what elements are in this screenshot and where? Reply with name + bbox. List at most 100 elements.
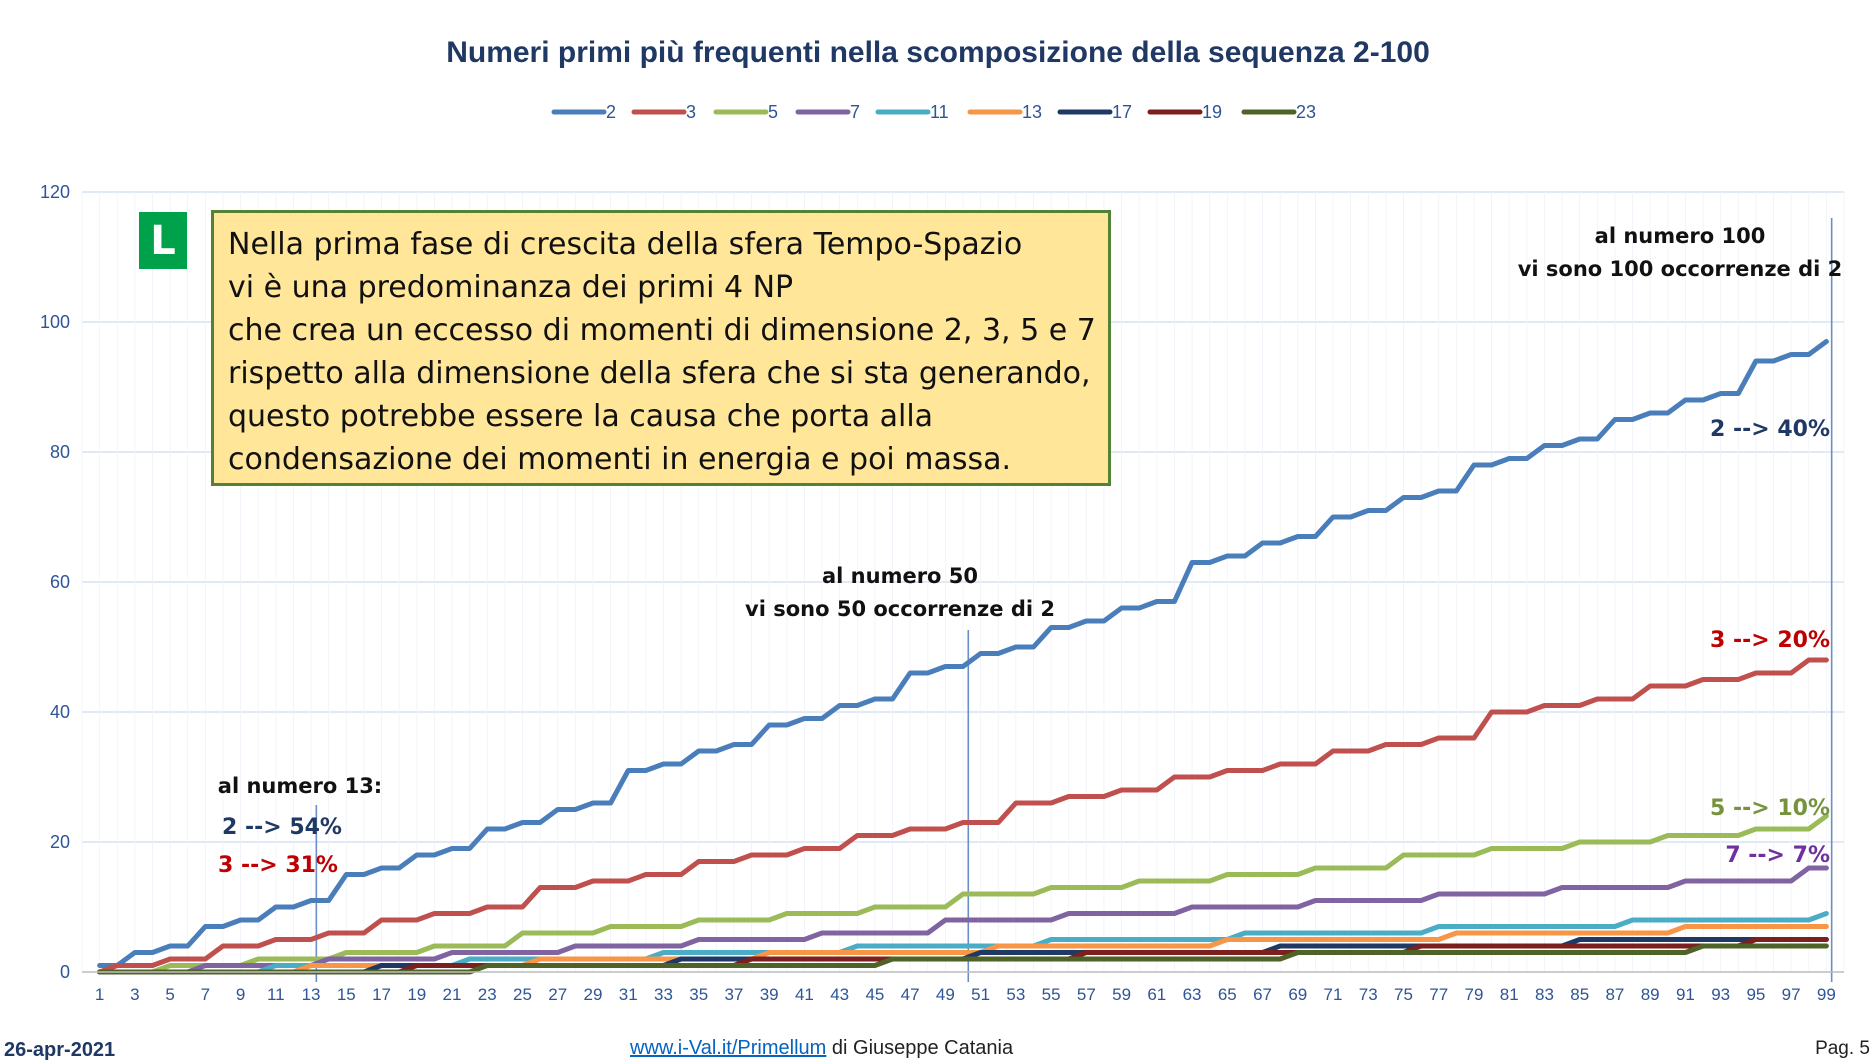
- percent-annotation: 7 --> 7%: [1725, 843, 1830, 868]
- legend-label: 3: [686, 102, 696, 122]
- x-tick-label: 37: [724, 985, 743, 1004]
- x-tick-label: 17: [372, 985, 391, 1004]
- x-tick-label: 83: [1535, 985, 1554, 1004]
- y-tick-label: 0: [60, 962, 70, 982]
- x-tick-label: 77: [1429, 985, 1448, 1004]
- x-tick-label: 49: [936, 985, 955, 1004]
- info-line: Nella prima fase di crescita della sfera…: [228, 227, 1023, 262]
- x-tick-label: 15: [337, 985, 356, 1004]
- x-tick-label: 91: [1676, 985, 1695, 1004]
- x-tick-label: 51: [971, 985, 990, 1004]
- x-tick-label: 11: [267, 985, 285, 1004]
- x-tick-label: 75: [1394, 985, 1413, 1004]
- marker-label: vi sono 50 occorrenze di 2: [745, 597, 1055, 621]
- x-tick-label: 99: [1817, 985, 1836, 1004]
- x-tick-label: 67: [1253, 985, 1272, 1004]
- x-tick-label: 19: [407, 985, 426, 1004]
- y-tick-label: 20: [50, 832, 70, 852]
- marker-label: al numero 50: [822, 564, 978, 588]
- y-tick-label: 60: [50, 572, 70, 592]
- x-tick-label: 35: [689, 985, 708, 1004]
- x-tick-label: 25: [513, 985, 532, 1004]
- y-tick-label: 40: [50, 702, 70, 722]
- marker-label: al numero 13:: [218, 774, 382, 798]
- x-tick-label: 93: [1711, 985, 1730, 1004]
- series-line-7: [97, 865, 1829, 975]
- legend: 2 3 5 7 11 13 17 19 23: [551, 102, 1316, 122]
- legend-label: 2: [606, 102, 616, 122]
- percent-annotation: 2 --> 54%: [222, 815, 342, 840]
- x-tick-label: 53: [1006, 985, 1025, 1004]
- legend-label: 13: [1022, 102, 1042, 122]
- x-tick-label: 41: [795, 985, 814, 1004]
- percent-annotation: 2 --> 40%: [1710, 417, 1830, 442]
- legend-label: 19: [1202, 102, 1222, 122]
- x-tick-label: 1: [95, 985, 104, 1004]
- y-tick-label: 100: [40, 312, 70, 332]
- x-tick-label: 5: [165, 985, 174, 1004]
- x-tick-label: 61: [1147, 985, 1166, 1004]
- chart-title: Numeri primi più frequenti nella scompos…: [446, 36, 1430, 69]
- x-tick-label: 55: [1042, 985, 1061, 1004]
- x-tick-label: 23: [478, 985, 497, 1004]
- x-tick-label: 69: [1288, 985, 1307, 1004]
- website-link[interactable]: www.i-Val.it/Primellum: [630, 1037, 827, 1059]
- footer-author: di Giuseppe Catania: [826, 1037, 1014, 1059]
- legend-label: 17: [1112, 102, 1132, 122]
- x-tick-label: 57: [1077, 985, 1096, 1004]
- x-tick-label: 95: [1746, 985, 1765, 1004]
- series-line-5: [97, 813, 1829, 975]
- x-tick-label: 97: [1782, 985, 1801, 1004]
- info-line: rispetto alla dimensione della sfera che…: [228, 356, 1091, 391]
- legend-label: 23: [1296, 102, 1316, 122]
- x-tick-label: 65: [1218, 985, 1237, 1004]
- annotations: al numero 13: al numero 50 vi sono 50 occo…: [218, 224, 1842, 878]
- x-tick-label: 47: [901, 985, 920, 1004]
- x-tick-label: 85: [1570, 985, 1589, 1004]
- x-tick-label: 71: [1324, 985, 1343, 1004]
- info-line: condensazione dei momenti in energia e p…: [228, 442, 1012, 477]
- footer-date: 26-apr-2021: [4, 1039, 116, 1061]
- page-number: Pag. 5: [1815, 1038, 1870, 1059]
- x-tick-label: 59: [1112, 985, 1131, 1004]
- series-line-3: [97, 657, 1829, 975]
- x-tick-label: 89: [1641, 985, 1660, 1004]
- percent-annotation: 3 --> 31%: [218, 853, 338, 878]
- x-tick-label: 29: [584, 985, 603, 1004]
- footer-credit: www.i-Val.it/Primellum di Giuseppe Catan…: [630, 1037, 1013, 1060]
- l-badge-icon: L: [139, 212, 187, 269]
- info-line: questo potrebbe essere la causa che port…: [228, 399, 934, 434]
- y-tick-label: 80: [50, 442, 70, 462]
- x-tick-label: 3: [130, 985, 139, 1004]
- x-tick-label: 21: [443, 985, 462, 1004]
- info-line: che crea un eccesso di momenti di dimens…: [228, 313, 1096, 348]
- legend-label: 7: [850, 102, 860, 122]
- marker-lines: [315, 218, 1833, 982]
- x-tick-label: 33: [654, 985, 673, 1004]
- x-tick-label: 79: [1465, 985, 1484, 1004]
- legend-label: 11: [930, 102, 949, 122]
- percent-annotation: 5 --> 10%: [1710, 796, 1830, 821]
- x-tick-label: 81: [1500, 985, 1519, 1004]
- x-tick-label: 9: [236, 985, 245, 1004]
- info-textbox: Nella prima fase di crescita della sfera…: [211, 210, 1111, 486]
- series-line-2: [97, 339, 1829, 968]
- x-tick-label: 39: [760, 985, 779, 1004]
- series-lines: [97, 339, 1829, 975]
- x-tick-label: 45: [865, 985, 884, 1004]
- x-tick-label: 7: [201, 985, 210, 1004]
- legend-label: 5: [768, 102, 778, 122]
- series-line-23: [97, 943, 1829, 975]
- x-tick-label: 13: [302, 985, 321, 1004]
- percent-annotation: 3 --> 20%: [1710, 628, 1830, 653]
- x-tick-label: 73: [1359, 985, 1378, 1004]
- x-tick-label: 87: [1605, 985, 1624, 1004]
- marker-label: al numero 100: [1595, 224, 1766, 248]
- marker-label: vi sono 100 occorrenze di 2: [1518, 257, 1843, 281]
- x-tick-label: 27: [548, 985, 567, 1004]
- x-tick-label: 63: [1183, 985, 1202, 1004]
- y-tick-label: 120: [40, 182, 70, 202]
